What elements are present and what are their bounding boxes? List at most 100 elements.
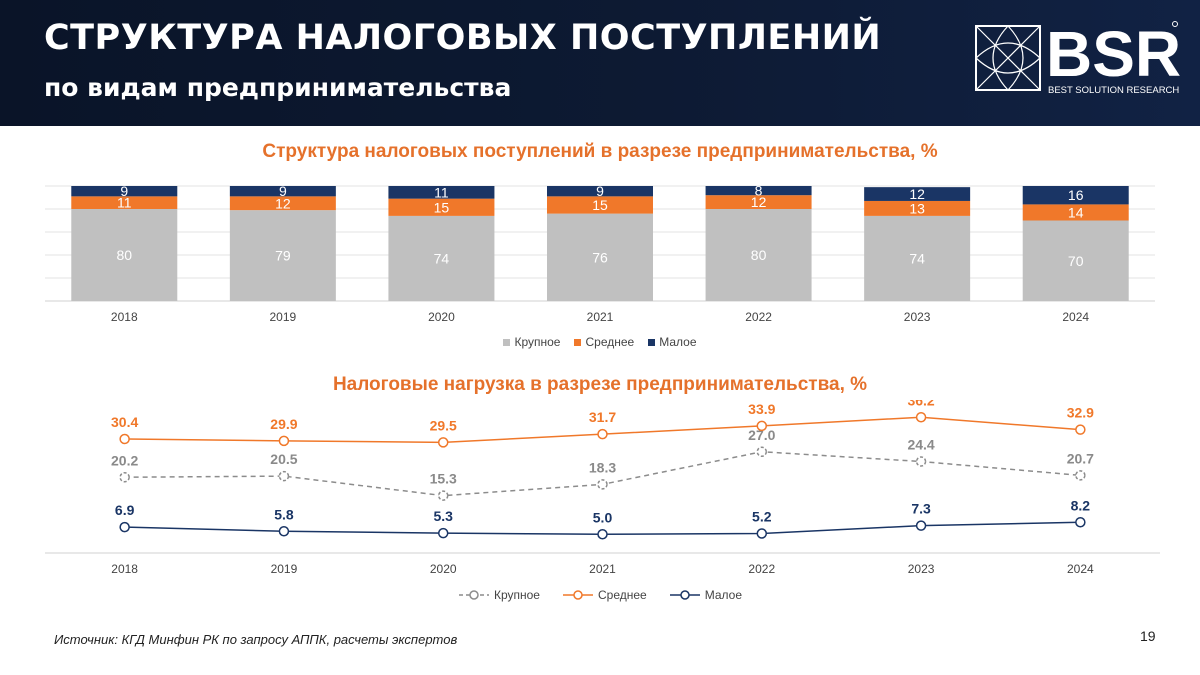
bar-segment-medium bbox=[71, 196, 178, 209]
point-data-label: 24.4 bbox=[907, 437, 934, 453]
bar-data-label: 9 bbox=[596, 183, 604, 199]
point-data-label: 6.9 bbox=[115, 502, 135, 518]
bar-data-label: 74 bbox=[434, 250, 450, 266]
bar-segment-small bbox=[705, 186, 812, 196]
legend-label: Малое bbox=[704, 588, 743, 602]
data-point-large bbox=[278, 470, 290, 482]
point-data-label: 7.3 bbox=[911, 501, 931, 517]
legend-item-medium: Среднее bbox=[574, 335, 634, 349]
bar-segment-large bbox=[547, 213, 653, 301]
bar-data-label: 15 bbox=[434, 199, 450, 215]
chart2-x-tick-label: 2018 bbox=[111, 562, 138, 576]
bar-segment-large bbox=[388, 215, 495, 301]
point-data-label: 15.3 bbox=[430, 471, 457, 487]
data-point-large bbox=[597, 479, 608, 490]
chart2-x-tick-label: 2021 bbox=[589, 562, 616, 576]
bar-data-label: 9 bbox=[279, 183, 287, 199]
data-point-large bbox=[1075, 470, 1086, 481]
data-point-small bbox=[597, 529, 608, 540]
bar-data-label: 74 bbox=[909, 250, 925, 266]
point-data-label: 29.9 bbox=[270, 416, 297, 432]
bar-data-label: 8 bbox=[755, 183, 763, 199]
chart1-legend: Крупное Среднее Малое bbox=[0, 335, 1200, 349]
bar-segment-large bbox=[705, 209, 812, 301]
bar-data-label: 76 bbox=[592, 249, 608, 265]
bar-data-label: 13 bbox=[909, 200, 925, 216]
bar-segment-medium bbox=[388, 198, 495, 216]
data-point-small bbox=[437, 527, 449, 539]
chart1-x-tick-label: 2024 bbox=[1062, 310, 1089, 324]
bar-segment-small bbox=[1022, 186, 1129, 205]
bar-segment-medium bbox=[705, 195, 812, 209]
bar-data-label: 79 bbox=[275, 248, 291, 264]
data-point-small bbox=[278, 526, 290, 537]
bar-data-label: 12 bbox=[751, 194, 767, 210]
chart1-x-tick-label: 2019 bbox=[270, 310, 297, 324]
chart1-x-tick-label: 2018 bbox=[111, 310, 138, 324]
legend-label: Среднее bbox=[597, 588, 647, 602]
bar-segment-small bbox=[71, 186, 178, 197]
point-data-label: 30.4 bbox=[111, 414, 138, 430]
data-point-small bbox=[915, 520, 927, 531]
bar-segment-small bbox=[547, 186, 653, 197]
point-data-label: 27.0 bbox=[748, 427, 775, 443]
point-data-label: 32.9 bbox=[1067, 405, 1094, 421]
bar-data-label: 15 bbox=[592, 197, 608, 213]
chart2-legend: Крупное Среднее Малое bbox=[0, 588, 1200, 602]
point-data-label: 33.9 bbox=[748, 401, 775, 417]
bar-segment-medium bbox=[547, 196, 653, 214]
legend-line-marker bbox=[669, 590, 700, 600]
bar-data-label: 12 bbox=[909, 186, 925, 202]
bar-segment-large bbox=[71, 209, 178, 301]
bar-data-label: 16 bbox=[1068, 187, 1084, 203]
legend-label: Среднее bbox=[585, 335, 635, 349]
bar-segment-small bbox=[229, 186, 336, 197]
point-data-label: 5.3 bbox=[433, 508, 453, 524]
bar-data-label: 11 bbox=[434, 184, 449, 200]
data-point-small bbox=[756, 528, 768, 539]
point-data-label: 20.5 bbox=[270, 451, 297, 467]
data-point-large bbox=[756, 446, 768, 457]
data-point-small bbox=[1075, 517, 1086, 528]
bar-data-label: 14 bbox=[1068, 204, 1084, 220]
point-data-label: 36.2 bbox=[907, 400, 934, 408]
bar-segment-small bbox=[388, 186, 495, 199]
data-point-medium bbox=[437, 437, 449, 448]
legend-item-small: Малое bbox=[648, 335, 697, 349]
data-point-small bbox=[119, 521, 130, 533]
bar-data-label: 12 bbox=[275, 195, 291, 211]
source-note: Источник: КГД Минфин РК по запросу АППК,… bbox=[54, 632, 458, 647]
bar-segment-medium bbox=[864, 200, 971, 216]
bar-segment-large bbox=[864, 215, 971, 301]
chart1-x-tick-label: 2023 bbox=[904, 310, 931, 324]
legend-item-medium: Среднее bbox=[562, 588, 647, 602]
data-point-large bbox=[915, 456, 927, 467]
bar-segment-large bbox=[1022, 220, 1129, 301]
chart1-x-tick-label: 2020 bbox=[428, 310, 455, 324]
legend-label: Крупное bbox=[493, 588, 540, 602]
bar-data-label: 9 bbox=[120, 183, 128, 199]
chart2-x-tick-label: 2023 bbox=[908, 562, 935, 576]
page-number: 19 bbox=[1140, 628, 1156, 644]
point-data-label: 8.2 bbox=[1071, 497, 1091, 513]
point-data-label: 20.7 bbox=[1067, 450, 1094, 466]
chart2-title: Налоговые нагрузка в разрезе предпринима… bbox=[332, 374, 868, 395]
bar-data-label: 80 bbox=[751, 247, 767, 263]
bar-data-label: 80 bbox=[116, 247, 132, 263]
line-chart: 20.2 20.5 15.3 18.3 27.0 24.4 20.7 30.4 29.9 29.5… bbox=[45, 400, 1160, 576]
legend-line-marker bbox=[562, 590, 593, 600]
bar-data-label: 11 bbox=[117, 195, 132, 211]
header-banner: СТРУКТУРА НАЛОГОВЫХ ПОСТУПЛЕНИЙ по видам… bbox=[0, 0, 1200, 126]
chart2-x-tick-label: 2020 bbox=[430, 562, 457, 576]
logo-tagline: BEST SOLUTION RESEARCH bbox=[1048, 85, 1179, 96]
point-data-label: 18.3 bbox=[589, 459, 616, 475]
legend-item-large: Крупное bbox=[503, 335, 560, 349]
logo-wordmark: BSR bbox=[1046, 18, 1180, 90]
data-point-medium bbox=[597, 428, 608, 440]
chart1-x-tick-label: 2021 bbox=[587, 310, 614, 324]
bsr-logo: BSR BEST SOLUTION RESEARCH bbox=[975, 18, 1180, 96]
data-point-medium bbox=[756, 420, 768, 432]
point-data-label: 5.2 bbox=[752, 509, 772, 525]
point-data-label: 5.0 bbox=[593, 509, 613, 525]
point-data-label: 29.5 bbox=[430, 417, 457, 433]
